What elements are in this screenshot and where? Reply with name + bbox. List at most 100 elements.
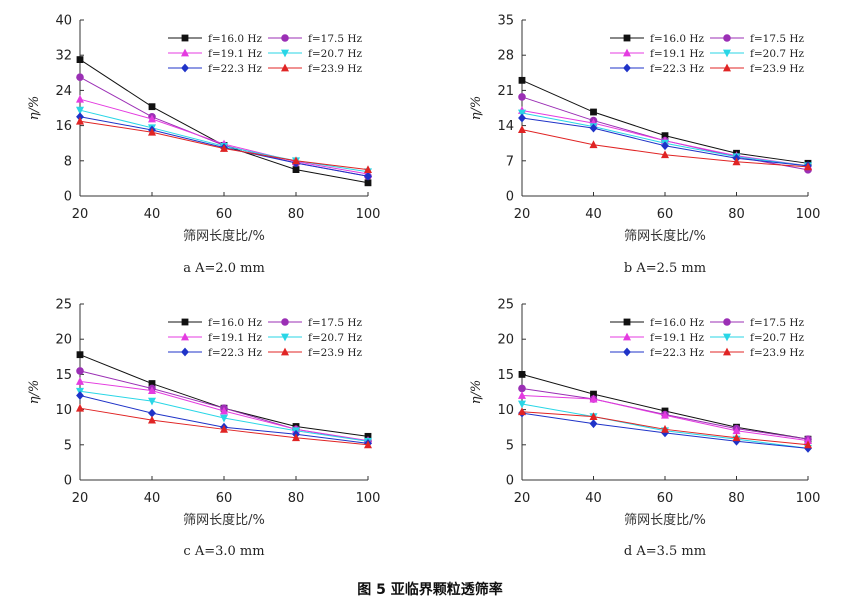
data-point [364, 179, 372, 187]
data-point [364, 165, 372, 173]
data-point [148, 408, 156, 418]
y-tick-label: 5 [64, 438, 72, 453]
data-point [732, 157, 741, 166]
data-point [148, 380, 156, 387]
panel-caption: a A=2.0 mm [183, 261, 265, 276]
data-point [589, 419, 598, 429]
panel-caption: b A=2.5 mm [624, 261, 706, 276]
data-point [661, 150, 669, 159]
data-point [590, 390, 597, 398]
x-tick-label: 80 [728, 207, 745, 222]
legend-label: f=19.1 Hz [208, 332, 263, 344]
chart-panel-d: 0 5 10 15 20 25 20 40 60 80 100 η/% 筛网长度比/% d A=3.5 m… [469, 298, 820, 560]
data-point [148, 127, 156, 136]
legend-marker [623, 34, 631, 42]
data-point [589, 123, 598, 133]
legend-label: f=23.9 Hz [750, 63, 805, 75]
x-tick-label: 20 [72, 491, 89, 506]
y-tick-label: 14 [497, 119, 514, 134]
legend-label: f=20.7 Hz [308, 332, 363, 344]
data-point [804, 440, 812, 449]
data-point [148, 114, 156, 123]
legend-label: f=16.0 Hz [208, 33, 263, 45]
legend-marker [281, 347, 289, 356]
legend-label: f=22.3 Hz [650, 347, 705, 359]
panel-caption: d A=3.5 mm [624, 544, 706, 559]
y-axis-label: η/% [469, 380, 484, 405]
legend-label: f=16.0 Hz [208, 317, 263, 329]
data-point [518, 407, 526, 416]
y-tick-label: 0 [506, 190, 514, 205]
x-tick-label: 60 [657, 207, 674, 222]
legend-label: f=16.0 Hz [650, 317, 705, 329]
data-point [76, 73, 84, 81]
legend-marker [623, 332, 631, 341]
legend-label: f=19.1 Hz [650, 332, 705, 344]
x-tick-label: 40 [144, 491, 161, 506]
data-point [661, 141, 669, 151]
legend-marker [623, 48, 631, 57]
data-point [518, 93, 526, 101]
x-tick-label: 60 [216, 491, 233, 506]
legend-marker [723, 333, 731, 342]
x-tick-label: 20 [514, 491, 531, 506]
legend-label: f=19.1 Hz [208, 48, 263, 60]
x-tick-label: 100 [796, 207, 821, 222]
y-tick-label: 21 [497, 84, 514, 99]
data-point [589, 394, 598, 403]
data-point [76, 377, 84, 385]
legend-marker [181, 318, 189, 326]
y-tick-label: 7 [506, 154, 514, 169]
data-point [804, 162, 812, 171]
series-line [79, 76, 369, 177]
legend-label: f=22.3 Hz [208, 63, 263, 75]
x-tick-label: 80 [288, 207, 305, 222]
data-point [76, 403, 84, 412]
panel-caption: c A=3.0 mm [183, 544, 264, 559]
y-tick-label: 20 [55, 333, 72, 348]
data-point [732, 433, 741, 442]
data-point [804, 443, 812, 453]
legend-marker [723, 318, 731, 326]
legend-label: f=20.7 Hz [750, 48, 805, 60]
data-point [732, 426, 741, 435]
x-tick-label: 100 [356, 207, 381, 222]
legend-marker [181, 34, 189, 42]
legend-label: f=16.0 Hz [650, 33, 705, 45]
data-point [518, 109, 526, 118]
data-point [76, 351, 84, 359]
legend-marker [181, 63, 189, 73]
legend-marker [281, 318, 289, 326]
chart-panel-b: 0 7 14 21 28 35 20 40 60 80 100 η/% 筛网长度比/% b A=2.5 m… [469, 14, 820, 277]
x-tick-label: 100 [796, 491, 821, 506]
data-point [76, 106, 84, 115]
data-point [292, 166, 300, 173]
legend-marker [623, 63, 631, 73]
data-point [76, 391, 84, 400]
x-tick-label: 60 [657, 491, 674, 506]
data-point [76, 367, 84, 375]
data-point [148, 397, 156, 406]
y-tick-label: 0 [64, 190, 72, 205]
data-point [220, 144, 228, 152]
data-point [804, 436, 812, 444]
data-point [590, 108, 597, 116]
x-axis-label: 筛网长度比/% [183, 512, 265, 528]
legend-marker [281, 34, 289, 42]
y-tick-label: 25 [55, 298, 72, 313]
x-tick-label: 40 [144, 207, 161, 222]
x-tick-label: 100 [356, 491, 381, 506]
legend-marker [723, 63, 731, 72]
data-point [518, 391, 526, 399]
data-point [589, 412, 598, 421]
chart-panel-c: 0 5 10 15 20 25 20 40 60 80 100 η/% 筛网长度比/% c A=3.0 m… [27, 298, 380, 560]
data-point [518, 371, 526, 378]
legend-label: f=20.7 Hz [750, 332, 805, 344]
y-tick-label: 15 [497, 368, 514, 383]
y-tick-label: 10 [497, 403, 514, 418]
data-point [518, 113, 526, 123]
y-tick-label: 15 [55, 368, 72, 383]
data-point [661, 410, 669, 419]
data-point [148, 103, 156, 111]
